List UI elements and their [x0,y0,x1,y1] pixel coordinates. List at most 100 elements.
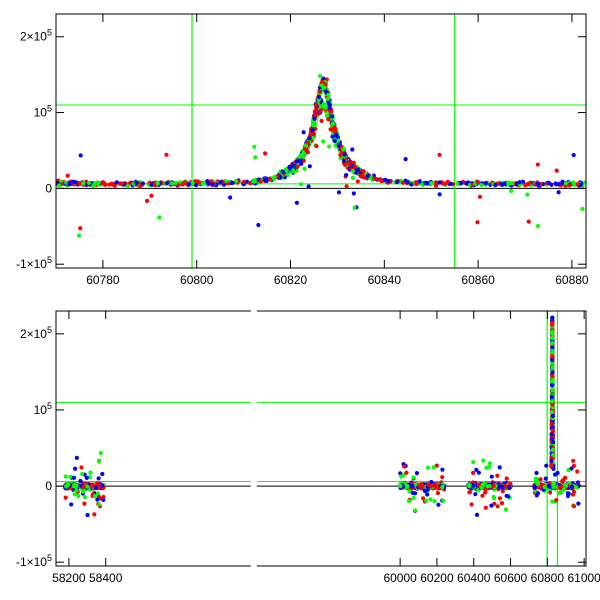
data-point-green [71,483,76,489]
data-point-green [550,329,555,334]
data-point-green [429,181,434,186]
panel-bottom: 58200 58400 60000 60200 60400 60600 60800 61000… [16,309,600,585]
data-point-blue [489,474,494,479]
data-point-green [487,461,493,466]
data-point-blue [290,164,295,170]
data-point-blue [398,471,403,476]
data-point-red [571,463,577,468]
data-point-blue [550,345,555,350]
data-point-red [314,144,319,149]
data-point-green [440,485,445,490]
data-point-red [548,490,553,495]
data-point-green [407,489,412,494]
data-point-green [550,365,555,370]
data-point-blue [321,76,326,81]
data-point-blue [301,130,306,135]
data-point-red [314,102,319,108]
data-point-blue [471,483,476,488]
data-point-green [330,121,335,126]
data-point-blue [550,439,556,445]
data-point-blue [499,182,504,187]
data-point-blue [550,357,555,362]
data-point-green [441,498,446,503]
data-point-green [411,475,416,480]
data-point-blue [365,173,370,179]
data-point-blue [194,182,199,188]
data-point-red [295,164,300,169]
data-point-red [476,482,481,487]
data-point-blue [571,152,576,158]
data-point-green [486,464,492,470]
data-point-blue [306,184,311,189]
data-point-blue [549,432,554,437]
data-point-green [302,166,307,171]
data-point-red [332,129,338,134]
data-point-green [550,388,555,393]
data-point-green [170,181,175,186]
data-point-green [80,471,85,477]
data-point-green [63,474,68,479]
data-point-green [310,121,316,126]
data-point-red [319,118,324,123]
data-point-red [433,183,439,188]
data-point-red [483,490,488,495]
data-point-blue [287,164,292,170]
data-point-red [538,477,543,482]
data-point-blue [394,179,399,185]
data-point-blue [326,99,331,104]
data-point-green [406,498,412,504]
data-point-red [535,162,540,167]
data-point-blue [100,471,105,477]
data-point-blue [299,161,304,166]
data-point-red [372,176,378,181]
data-point-green [571,180,576,185]
data-point-red [414,180,419,185]
data-point-red [342,162,348,167]
data-point-red [526,219,531,224]
data-point-red [90,483,95,488]
data-point-green [426,465,431,470]
data-point-green [479,485,484,490]
data-point-blue [307,136,312,141]
data-point-blue [78,153,83,158]
data-point-red [263,151,268,156]
data-point-blue [410,484,415,489]
data-point-red [575,469,580,474]
data-point-red [421,496,426,501]
data-point-green [324,113,329,118]
data-point-green [56,183,62,188]
data-point-red [434,180,439,185]
data-point-green [310,135,316,140]
y-tick-label: 0 [45,181,52,195]
data-point-green [503,507,509,512]
data-point-red [420,484,425,489]
data-point-red [483,505,488,510]
data-point-blue [336,190,342,195]
data-point-red [267,177,273,182]
y-tick-label: -1×105 [16,255,52,271]
data-point-green [431,465,436,470]
x-tick-label: 60800 [531,571,565,585]
data-point-green [200,181,205,186]
data-point-green [88,470,93,475]
data-point-red [561,477,566,483]
data-point-blue [78,478,83,484]
data-point-red [358,173,363,178]
data-point-green [551,484,556,490]
data-point-blue [565,491,570,496]
plot-frame [55,13,587,269]
data-point-blue [546,180,551,185]
y-tick-label: 2×105 [20,28,52,44]
data-point-blue [296,158,301,163]
data-point-blue [344,172,349,178]
data-point-blue [437,180,442,185]
data-point-green [298,182,304,187]
data-point-red [508,481,513,486]
data-point-blue [474,467,479,472]
data-point-red [258,179,263,184]
data-point-blue [354,170,359,175]
plot-area [56,14,586,268]
data-point-red [417,483,422,488]
data-point-red [432,485,438,490]
data-point-blue [553,472,558,477]
